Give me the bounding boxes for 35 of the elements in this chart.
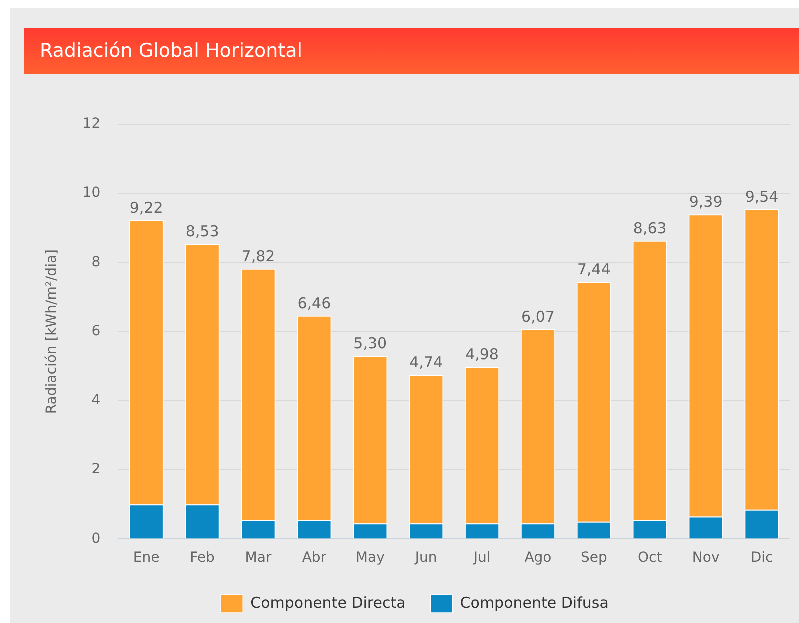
y-tick-label: 8 bbox=[92, 254, 101, 270]
total-label: 9,39 bbox=[689, 193, 723, 212]
x-tick-label: Dic bbox=[750, 550, 774, 566]
x-tick-label: Ene bbox=[133, 550, 160, 566]
total-label: 8,53 bbox=[186, 222, 220, 241]
x-tick-label: Nov bbox=[692, 550, 720, 566]
x-tick-label: Feb bbox=[190, 550, 216, 566]
total-label: 6,46 bbox=[298, 294, 332, 312]
y-tick-label: 12 bbox=[82, 116, 101, 132]
x-tick-label: May bbox=[356, 550, 385, 566]
total-label: 7,82 bbox=[242, 247, 276, 266]
chart-title: Radiación Global Horizontal bbox=[24, 28, 799, 74]
x-tick-label: Oct bbox=[638, 550, 663, 566]
total-label: 5,30 bbox=[354, 334, 388, 352]
total-label: 9,54 bbox=[745, 188, 779, 206]
total-label: 4,98 bbox=[466, 345, 499, 364]
x-tick-label: Ago bbox=[524, 550, 552, 566]
x-tick-label: Mar bbox=[245, 550, 272, 566]
legend-label: Componente Directa bbox=[250, 594, 406, 612]
x-tick-label: Jun bbox=[414, 550, 438, 566]
total-label: 8,63 bbox=[633, 219, 667, 238]
x-tick-label: Abr bbox=[302, 550, 327, 566]
y-tick-label: 2 bbox=[92, 462, 101, 478]
total-label: 7,44 bbox=[577, 260, 611, 278]
y-tick-label: 10 bbox=[82, 185, 101, 202]
y-tick-label: 4 bbox=[92, 392, 101, 409]
y-axis-title: Radiación [kWh/m²/dia] bbox=[44, 249, 60, 414]
x-tick-label: Jul bbox=[472, 550, 491, 566]
y-tick-label: 0 bbox=[92, 530, 101, 547]
total-label: 9,22 bbox=[130, 198, 164, 217]
legend-label: Componente Difusa bbox=[460, 594, 609, 612]
total-label: 6,07 bbox=[522, 308, 555, 326]
y-tick-label: 6 bbox=[92, 323, 101, 340]
total-label: 4,74 bbox=[410, 354, 444, 372]
x-tick-label: Sep bbox=[580, 550, 608, 566]
